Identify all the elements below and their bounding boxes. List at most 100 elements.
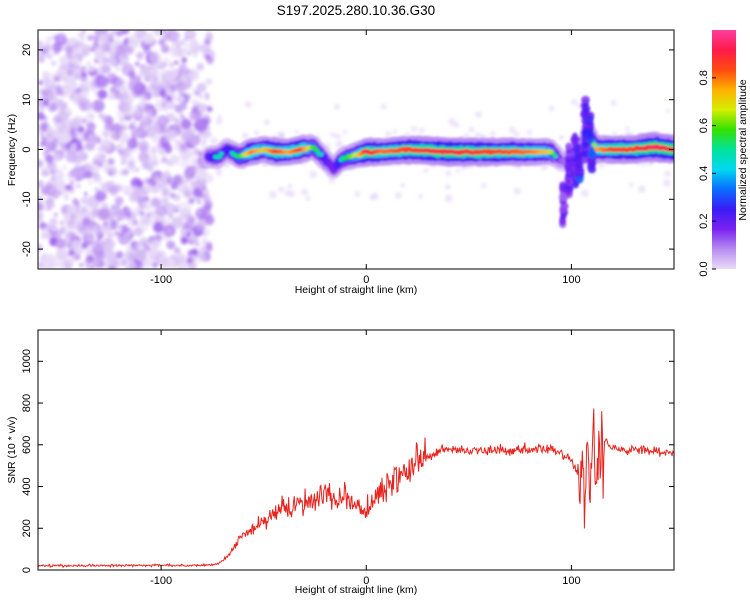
noise-blob — [165, 168, 170, 173]
noise-blob — [109, 131, 118, 140]
noise-blob — [188, 239, 193, 245]
noise-blob — [97, 162, 103, 168]
noise-blob — [95, 75, 109, 88]
sparse-blob — [423, 168, 429, 174]
noise-blob — [160, 259, 169, 268]
noise-blob — [47, 103, 57, 113]
noise-blob — [189, 109, 202, 122]
noise-blob — [168, 213, 174, 219]
noise-blob — [82, 209, 91, 218]
noise-blob — [117, 98, 122, 103]
noise-blob — [150, 197, 161, 208]
colorbar-tick-label: 0.2 — [698, 214, 710, 229]
noise-blob — [173, 68, 181, 76]
colorbar-tick-label: 0.6 — [698, 118, 710, 133]
noise-blob — [72, 197, 78, 204]
noise-blob — [127, 160, 136, 170]
noise-blob — [107, 92, 116, 101]
noise-blob — [97, 89, 108, 100]
noise-blob — [41, 228, 49, 236]
noise-blob — [153, 175, 160, 182]
noise-blob — [49, 217, 58, 227]
x-tick-label: -100 — [150, 274, 172, 286]
y-tick-label: 800 — [21, 394, 33, 412]
sparse-blob — [445, 170, 452, 177]
noise-blob — [184, 189, 192, 198]
noise-blob — [44, 86, 50, 92]
sparse-blob — [664, 170, 671, 177]
noise-blob — [145, 109, 158, 122]
noise-blob — [143, 125, 151, 132]
snr-xlabel: Height of straight line (km) — [295, 584, 418, 596]
noise-blob — [42, 99, 50, 106]
noise-blob — [54, 253, 63, 261]
noise-blob — [143, 199, 148, 204]
sparse-blob — [628, 182, 634, 188]
sparse-blob — [253, 130, 260, 136]
sparse-blob — [513, 187, 521, 195]
noise-blob — [98, 112, 105, 119]
noise-blob — [56, 98, 64, 106]
noise-blob — [203, 38, 210, 45]
sparse-blob — [278, 133, 285, 140]
colorbar-tick-label: 0.8 — [698, 70, 710, 85]
colorbar-label: Normalized spectral amplitude — [737, 79, 749, 220]
noise-blob — [195, 220, 206, 232]
noise-blob — [166, 95, 172, 102]
noise-blob — [63, 194, 70, 201]
noise-blob — [150, 154, 158, 162]
sparse-blob — [244, 101, 252, 108]
noise-blob — [183, 264, 188, 269]
noise-blob — [163, 189, 170, 196]
noise-blob — [69, 213, 76, 220]
sparse-blob — [210, 137, 218, 145]
noise-blob — [171, 216, 184, 229]
noise-blob — [203, 228, 211, 235]
noise-blob — [81, 97, 88, 104]
noise-blob — [45, 36, 53, 43]
sparse-blob — [335, 140, 344, 148]
noise-blob — [106, 231, 114, 239]
noise-blob — [172, 77, 183, 89]
sparse-blob — [215, 169, 223, 176]
noise-blob — [102, 131, 108, 137]
noise-blob — [118, 100, 131, 113]
sparse-blob — [419, 127, 425, 134]
noise-blob — [122, 168, 130, 176]
noise-blob — [83, 84, 89, 90]
noise-blob — [188, 198, 195, 205]
noise-blob — [53, 212, 59, 218]
noise-blob — [120, 30, 130, 35]
noise-blob — [197, 191, 205, 199]
sparse-blob — [571, 99, 578, 106]
sparse-blob — [448, 118, 456, 126]
spectrogram-noise-blobs — [38, 30, 216, 269]
noise-blob — [151, 30, 158, 34]
disturbance-blob — [585, 111, 595, 120]
noise-blob — [98, 261, 105, 268]
noise-blob — [59, 55, 70, 66]
noise-blob — [96, 166, 101, 171]
noise-blob — [143, 33, 154, 44]
noise-blob — [146, 72, 155, 80]
noise-blob — [75, 203, 81, 209]
noise-blob — [127, 253, 136, 261]
noise-blob — [179, 40, 186, 46]
noise-blob — [59, 116, 71, 128]
noise-blob — [77, 247, 84, 254]
noise-blob — [75, 183, 81, 189]
noise-blob — [115, 90, 120, 95]
sparse-blob — [581, 189, 589, 197]
noise-blob — [74, 64, 81, 71]
noise-blob — [88, 237, 94, 243]
sparse-blob — [598, 162, 604, 169]
x-tick-label: 100 — [562, 575, 580, 587]
noise-blob — [41, 48, 47, 54]
noise-blob — [144, 187, 149, 192]
sparse-blob — [666, 108, 671, 113]
noise-blob — [128, 124, 135, 130]
noise-blob — [196, 199, 202, 205]
noise-blob — [109, 86, 117, 94]
sparse-blob — [474, 132, 482, 140]
noise-blob — [69, 132, 78, 140]
